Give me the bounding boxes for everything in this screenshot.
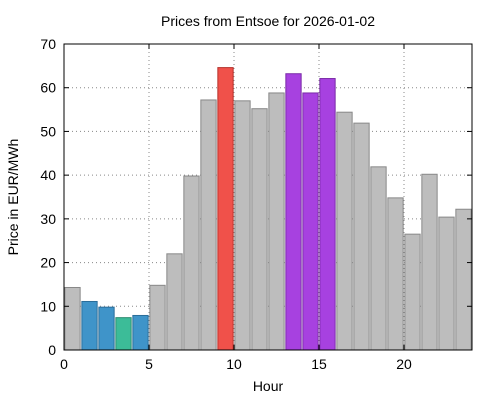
x-tick-label: 5 bbox=[145, 356, 153, 372]
y-tick-label: 50 bbox=[40, 123, 56, 139]
bar-hour-22 bbox=[438, 216, 455, 351]
y-tick-label: 20 bbox=[40, 255, 56, 271]
y-tick-label: 40 bbox=[40, 167, 56, 183]
grid bbox=[64, 44, 472, 350]
x-tick-label: 0 bbox=[60, 356, 68, 372]
bar-hour-20 bbox=[404, 233, 421, 351]
chart-title: Prices from Entsoe for 2026-01-02 bbox=[161, 13, 375, 29]
x-axis-label: Hour bbox=[253, 378, 284, 394]
bar-hour-14 bbox=[302, 92, 319, 351]
bar-hour-3 bbox=[115, 317, 132, 351]
bar-hour-5 bbox=[149, 284, 166, 351]
bar-hour-18 bbox=[370, 166, 387, 351]
y-tick-label: 70 bbox=[40, 36, 56, 52]
bar-hour-17 bbox=[353, 122, 370, 351]
x-tick-label: 10 bbox=[226, 356, 242, 372]
bar-hour-8 bbox=[200, 99, 217, 351]
bar-hour-15 bbox=[319, 78, 336, 351]
bar-hour-9 bbox=[217, 67, 234, 351]
y-tick-label: 10 bbox=[40, 298, 56, 314]
x-tick-label: 15 bbox=[311, 356, 327, 372]
bars bbox=[64, 67, 472, 351]
ticks: 0 10 20 30 40 50 60 70 0 5 10 15 20 bbox=[40, 36, 472, 372]
y-tick-label: 0 bbox=[48, 342, 56, 358]
bar-hour-23 bbox=[455, 208, 472, 351]
bar-hour-11 bbox=[251, 108, 268, 351]
bar-hour-1 bbox=[81, 300, 98, 351]
bar-hour-10 bbox=[234, 100, 251, 351]
bar-hour-12 bbox=[268, 92, 285, 351]
bar-hour-13 bbox=[285, 73, 302, 351]
bar-hour-19 bbox=[387, 197, 404, 351]
plot-frame bbox=[63, 43, 473, 351]
bar-hour-0 bbox=[64, 286, 81, 351]
bar-hour-7 bbox=[183, 175, 200, 351]
bar-hour-16 bbox=[336, 111, 353, 351]
bar-hour-21 bbox=[421, 173, 438, 351]
y-tick-label: 60 bbox=[40, 80, 56, 96]
bar-hour-2 bbox=[98, 306, 115, 351]
bar-hour-4 bbox=[132, 314, 149, 351]
y-axis-label: Price in EUR/MWh bbox=[5, 139, 21, 256]
bar-hour-6 bbox=[166, 253, 183, 351]
x-tick-label: 20 bbox=[396, 356, 412, 372]
y-tick-label: 30 bbox=[40, 211, 56, 227]
